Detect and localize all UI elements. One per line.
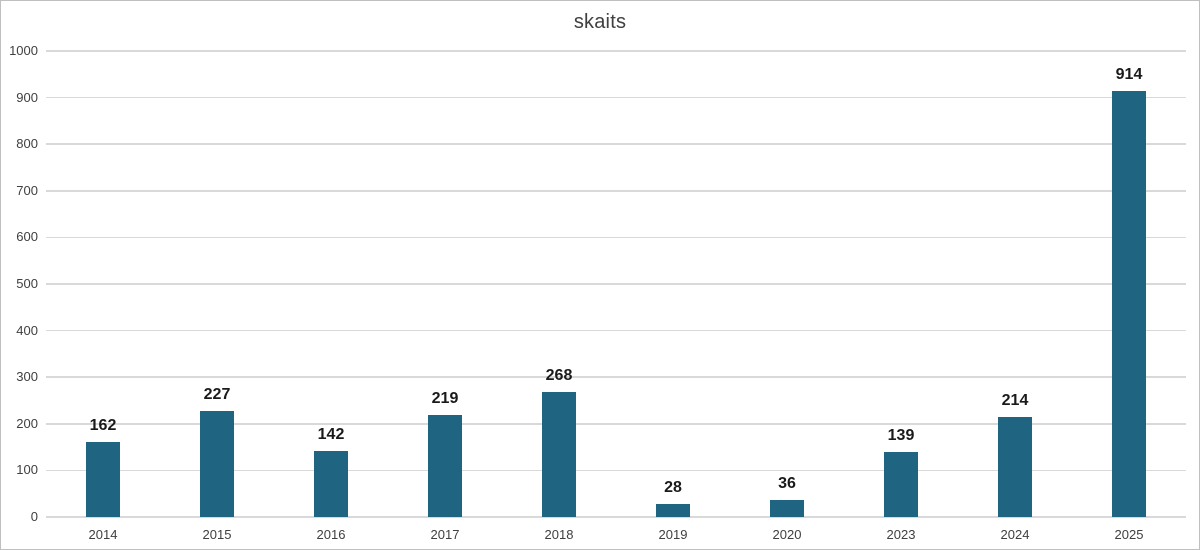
chart-title: skaits [573, 11, 627, 33]
y-gridline [46, 283, 1186, 285]
bar-value-label: 268 [545, 367, 573, 385]
y-axis-tick-label: 600 [16, 229, 38, 245]
bar-value-label: 227 [203, 386, 231, 404]
y-gridline [46, 50, 1186, 52]
x-axis-tick-label: 2024 [1000, 527, 1030, 542]
x-axis-tick-label: 2017 [430, 527, 460, 542]
x-axis-tick-label: 2016 [316, 527, 346, 542]
bar-value-label: 162 [89, 416, 117, 434]
bar-2020 [770, 500, 804, 517]
y-axis-tick-label: 500 [16, 276, 38, 291]
x-axis-tick-label: 2014 [88, 527, 118, 542]
bar-2025 [1112, 91, 1146, 517]
x-axis-tick-label: 2025 [1114, 527, 1144, 542]
y-axis-tick-label: 200 [16, 415, 38, 431]
bar-2024 [998, 417, 1032, 517]
bar-value-label: 36 [778, 475, 796, 493]
x-axis-tick-label: 2023 [886, 527, 916, 542]
y-axis-tick-label: 400 [16, 322, 38, 338]
bar-value-label: 214 [1001, 392, 1029, 410]
x-axis-tick-label: 2015 [202, 527, 232, 542]
y-gridline [46, 143, 1186, 145]
y-gridline [46, 469, 1186, 472]
bar-2014 [86, 441, 120, 517]
y-axis-tick-label: 300 [16, 369, 38, 385]
y-gridline [46, 329, 1186, 332]
bar-value-label: 28 [664, 478, 682, 496]
x-axis-tick-label: 2019 [658, 527, 688, 542]
y-gridline [46, 190, 1186, 192]
bar-value-label: 142 [317, 425, 345, 443]
x-axis-tick-label: 2018 [544, 527, 574, 542]
y-gridline [46, 423, 1186, 425]
x-axis-tick-label: 2020 [772, 527, 802, 542]
bar-2018 [542, 392, 576, 517]
bar-2019 [656, 503, 690, 517]
bar-2023 [884, 452, 918, 517]
bar-value-label: 139 [887, 427, 915, 445]
y-axis-tick-label: 1000 [9, 43, 38, 58]
y-axis-tick-label: 100 [16, 462, 38, 478]
y-axis-tick-label: 900 [16, 89, 38, 105]
y-axis-tick-label: 800 [16, 136, 38, 152]
y-gridline [46, 236, 1186, 239]
bar-2016 [314, 450, 348, 517]
y-gridline [46, 96, 1186, 99]
y-axis-tick-label: 700 [16, 182, 38, 198]
y-gridline [46, 516, 1186, 518]
bar-2015 [200, 411, 234, 517]
y-gridline [46, 376, 1186, 378]
y-axis-tick-label: 0 [30, 509, 38, 524]
bar-2017 [428, 414, 462, 517]
bar-value-label: 914 [1115, 66, 1143, 84]
bar-value-label: 219 [431, 389, 459, 407]
